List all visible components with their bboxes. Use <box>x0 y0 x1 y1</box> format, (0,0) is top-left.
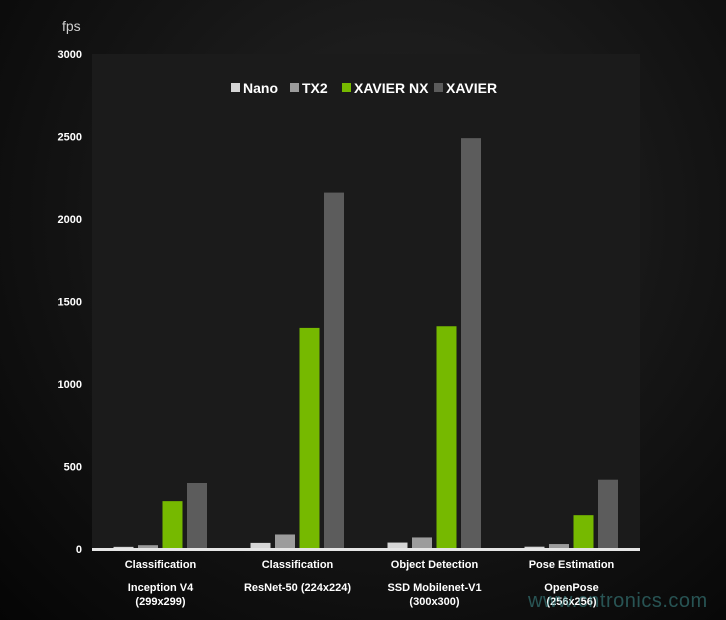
legend-swatch <box>290 83 299 92</box>
bar <box>549 544 569 549</box>
bar <box>461 138 481 549</box>
category-sublabel: ResNet-50 (224x224) <box>244 582 351 594</box>
legend-swatch <box>231 83 240 92</box>
legend-label: XAVIER NX <box>354 80 429 96</box>
legend-label: XAVIER <box>446 80 497 96</box>
y-tick-label: 2500 <box>58 132 82 144</box>
plot-area <box>92 54 640 549</box>
y-tick-label: 0 <box>76 544 82 556</box>
category-sublabel: (299x299) <box>135 596 185 608</box>
bar <box>162 501 183 549</box>
legend-label: TX2 <box>302 80 328 96</box>
bar <box>412 537 432 549</box>
bar <box>138 545 158 549</box>
y-tick-label: 500 <box>64 462 82 474</box>
legend-swatch <box>434 83 443 92</box>
category-sublabel: Inception V4 <box>128 582 194 594</box>
category-label: Classification <box>125 559 197 571</box>
bar <box>324 192 344 549</box>
bar <box>598 479 618 549</box>
category-label: Object Detection <box>391 559 479 571</box>
bar <box>113 546 134 549</box>
category-sublabel: SSD Mobilenet-V1 <box>387 582 481 594</box>
bar <box>299 327 320 549</box>
bar <box>187 483 207 549</box>
x-axis-line <box>92 548 640 551</box>
y-tick-label: 1500 <box>58 297 82 309</box>
bar <box>573 515 594 549</box>
category-label: Pose Estimation <box>529 559 615 571</box>
bar <box>387 542 408 549</box>
category-sublabel: OpenPose <box>544 582 598 594</box>
category-label: Classification <box>262 559 334 571</box>
bar <box>275 534 295 549</box>
legend-swatch <box>342 83 351 92</box>
category-sublabel: (300x300) <box>409 596 459 608</box>
bar <box>436 326 457 549</box>
y-tick-label: 1000 <box>58 379 82 391</box>
y-tick-label: 2000 <box>58 214 82 226</box>
y-axis-label: fps <box>62 18 81 34</box>
watermark: www.cntronics.com <box>528 590 708 612</box>
y-tick-label: 3000 <box>58 49 82 61</box>
bar <box>250 542 271 549</box>
category-sublabel: (256x256) <box>546 596 596 608</box>
legend-label: Nano <box>243 80 278 96</box>
bar <box>524 546 545 549</box>
